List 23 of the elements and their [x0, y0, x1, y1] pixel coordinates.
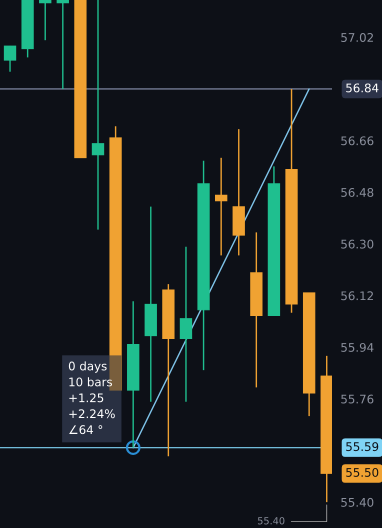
- candlestick: [92, 0, 104, 230]
- y-tick-label: 55.76: [341, 394, 374, 404]
- candlestick: [39, 0, 52, 41]
- y-tick-label: 55.40: [341, 498, 374, 507]
- y-tick-label: 56.66: [341, 136, 374, 146]
- annotation: ∠64 °: [69, 425, 102, 434]
- candlestick: [215, 157, 228, 256]
- y-tick-label: 57.02: [341, 33, 373, 42]
- annotation: 0 days: [68, 361, 107, 373]
- ref-line-label: 56.84: [346, 83, 378, 92]
- text: 55.50: [346, 468, 378, 477]
- y-tick-label: 56.12: [341, 291, 373, 300]
- annotation: +1.25: [69, 393, 104, 402]
- y-tick-label: 55.94: [341, 342, 374, 352]
- ref-line-label: 55.59: [346, 442, 378, 452]
- y-tick-label: 56.48: [341, 188, 374, 197]
- candlestick: [4, 45, 16, 72]
- annotation: +2.24%: [69, 409, 115, 418]
- annotation: 10 bars: [69, 377, 112, 386]
- annotation: 55.40: [258, 517, 284, 524]
- candlestick: [180, 246, 192, 402]
- candlestick: [56, 0, 69, 90]
- y-tick-label: 56.30: [341, 240, 374, 249]
